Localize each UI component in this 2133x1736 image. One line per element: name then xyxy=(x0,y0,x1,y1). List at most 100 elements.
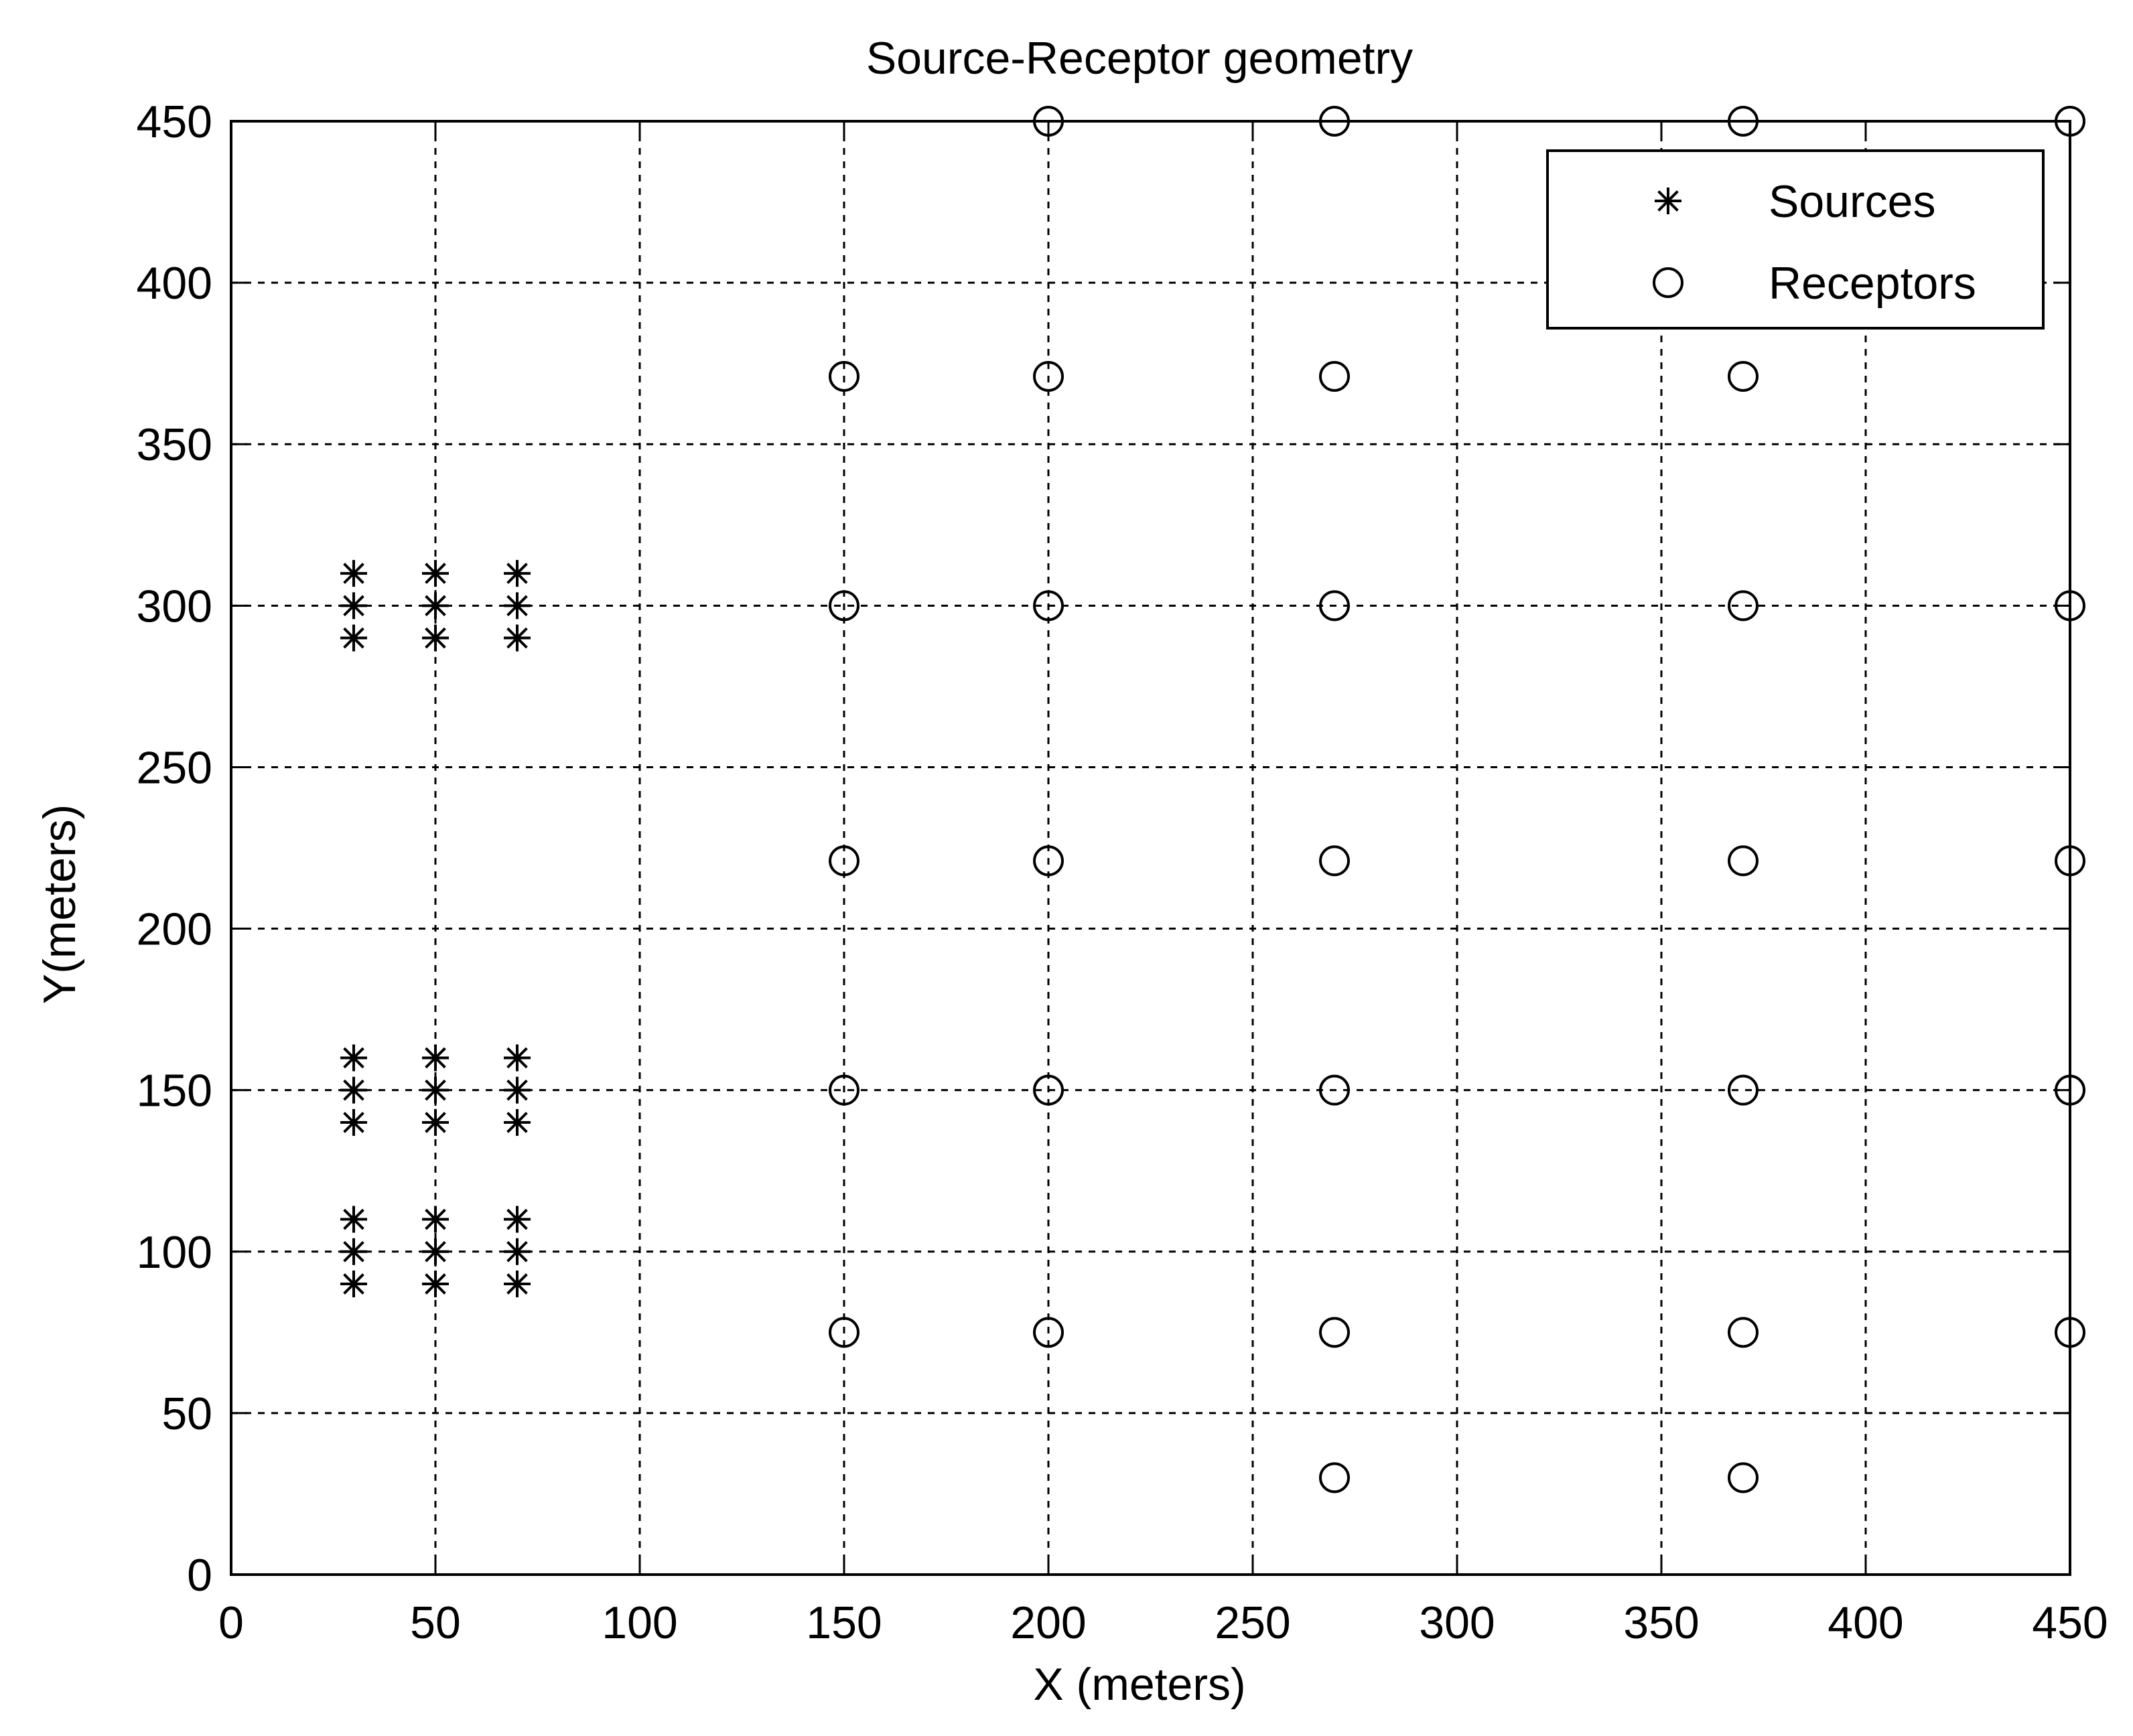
source-point xyxy=(504,560,531,587)
asterisk-stroke xyxy=(425,563,446,584)
y-tick-label: 300 xyxy=(137,581,212,632)
asterisk-stroke xyxy=(1657,190,1679,212)
asterisk-stroke xyxy=(425,627,446,649)
x-tick-label: 400 xyxy=(1828,1597,1903,1648)
asterisk-stroke xyxy=(506,595,528,617)
source-point xyxy=(340,1044,367,1072)
receptor-point xyxy=(1319,106,1350,137)
source-point xyxy=(504,1238,531,1265)
asterisk-stroke xyxy=(506,1208,528,1230)
x-tick-label: 250 xyxy=(1215,1597,1290,1648)
receptor-point xyxy=(1033,845,1064,877)
source-point xyxy=(504,592,531,620)
receptor-point xyxy=(829,590,859,622)
asterisk-stroke xyxy=(425,1240,446,1262)
receptor-point xyxy=(2055,1074,2085,1106)
y-tick-label: 250 xyxy=(137,742,212,793)
source-point xyxy=(422,624,449,652)
receptor-point xyxy=(1728,845,1759,877)
source-point xyxy=(422,1206,449,1233)
asterisk-stroke xyxy=(506,1079,528,1101)
y-tick-label: 350 xyxy=(137,419,212,470)
source-point xyxy=(340,1206,367,1233)
source-point xyxy=(422,1238,449,1265)
receptor-point xyxy=(829,845,859,877)
asterisk-stroke xyxy=(506,1240,528,1262)
source-point xyxy=(422,560,449,587)
receptor-point xyxy=(2055,1317,2085,1348)
y-axis-label: Y(meters) xyxy=(34,804,85,1004)
asterisk-stroke xyxy=(506,563,528,584)
receptor-point xyxy=(1728,360,1759,392)
source-point xyxy=(340,1238,367,1265)
receptor-point xyxy=(1728,1317,1759,1348)
receptor-point xyxy=(1728,1074,1759,1106)
asterisk-stroke xyxy=(343,1273,364,1295)
asterisk-stroke xyxy=(506,627,528,649)
asterisk-stroke xyxy=(425,595,446,617)
legend: Sources Receptors xyxy=(1546,149,2045,330)
asterisk-stroke xyxy=(343,1208,364,1230)
source-point xyxy=(422,1108,449,1136)
y-tick-label: 0 xyxy=(187,1550,212,1601)
legend-label: Sources xyxy=(1769,176,1935,227)
source-point xyxy=(504,1044,531,1072)
legend-label: Receptors xyxy=(1769,258,1976,309)
receptor-point xyxy=(1319,1074,1350,1106)
data-points xyxy=(340,106,2085,1494)
chart-title: Source-Receptor geometry xyxy=(866,33,1413,84)
receptor-point xyxy=(1728,1462,1759,1494)
asterisk-stroke xyxy=(506,1047,528,1069)
receptor-point xyxy=(1728,590,1759,622)
source-point xyxy=(422,592,449,620)
legend-items: Sources Receptors xyxy=(1653,176,1976,309)
y-tick-labels: 0 50 100 150 200 250 300 350 400 450 xyxy=(137,96,212,1601)
y-tick-label: 200 xyxy=(137,904,212,955)
receptor-point xyxy=(1033,360,1064,392)
x-tick-labels: 0 50 100 150 200 250 300 350 400 450 xyxy=(218,1597,2108,1648)
legend-circle-marker xyxy=(1653,267,1683,298)
source-point xyxy=(340,1271,367,1297)
source-point xyxy=(340,624,367,652)
receptor-point xyxy=(829,1317,859,1348)
asterisk-stroke xyxy=(425,1273,446,1295)
asterisk-stroke xyxy=(425,1208,446,1230)
receptor-point xyxy=(1319,1462,1350,1494)
axis-ticks xyxy=(230,120,2071,1576)
asterisk-stroke xyxy=(343,1112,364,1133)
receptor-point xyxy=(1319,360,1350,392)
asterisk-stroke xyxy=(343,563,364,584)
asterisk-stroke xyxy=(343,1047,364,1069)
receptor-point xyxy=(2055,590,2085,622)
y-tick-label: 50 xyxy=(161,1388,212,1439)
asterisk-stroke xyxy=(343,595,364,617)
receptor-point xyxy=(2055,845,2085,877)
x-tick-label: 100 xyxy=(602,1597,677,1648)
source-point xyxy=(504,1271,531,1297)
source-point xyxy=(340,560,367,587)
source-point xyxy=(340,1108,367,1136)
source-point xyxy=(504,1108,531,1136)
x-tick-label: 200 xyxy=(1010,1597,1086,1648)
receptor-point xyxy=(1033,106,1064,137)
receptor-point xyxy=(1319,590,1350,622)
asterisk-stroke xyxy=(425,1112,446,1133)
receptor-point xyxy=(1033,590,1064,622)
receptor-point xyxy=(1033,1317,1064,1348)
asterisk-stroke xyxy=(343,1240,364,1262)
y-tick-label: 450 xyxy=(137,96,212,147)
y-tick-label: 400 xyxy=(137,258,212,309)
x-tick-label: 150 xyxy=(806,1597,882,1648)
receptor-point xyxy=(1728,106,1759,137)
receptor-point xyxy=(1319,845,1350,877)
asterisk-stroke xyxy=(425,1047,446,1069)
x-axis-label: X (meters) xyxy=(1033,1659,1245,1710)
y-tick-label: 100 xyxy=(137,1227,212,1278)
source-point xyxy=(422,1271,449,1297)
legend-box xyxy=(1546,149,2045,330)
source-point xyxy=(504,624,531,652)
asterisk-stroke xyxy=(425,1079,446,1101)
source-point xyxy=(340,592,367,620)
asterisk-stroke xyxy=(506,1112,528,1133)
